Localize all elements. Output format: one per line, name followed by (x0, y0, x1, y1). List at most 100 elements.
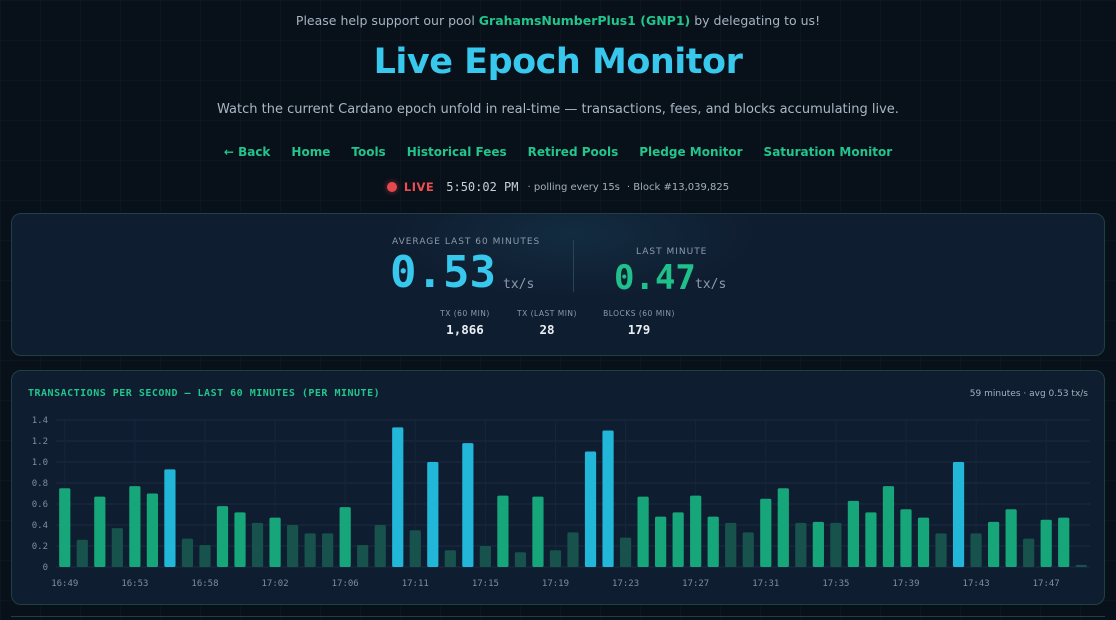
x-tick-label: 17:15 (472, 579, 499, 589)
tps-bar (339, 507, 351, 567)
tps-bar (199, 544, 211, 567)
x-tick-label: 17:27 (682, 579, 709, 589)
nav-pledge-monitor-link[interactable]: Pledge Monitor (639, 145, 743, 159)
tps-bar (357, 544, 369, 567)
y-tick-label: 0.4 (32, 521, 48, 531)
tps-bar (865, 512, 877, 567)
tps-bar (444, 550, 456, 567)
tps-bar (655, 516, 667, 567)
tps-bar (111, 528, 123, 567)
x-tick-label: 17:23 (612, 579, 639, 589)
tps-bar (216, 506, 229, 567)
chart-meta: 59 minutes · avg 0.53 tx/s (969, 389, 1088, 399)
tps-bar (777, 488, 789, 567)
tps-bar (602, 430, 614, 567)
nav-historical-fees-link[interactable]: Historical Fees (406, 145, 507, 159)
tps-bar (584, 451, 597, 567)
tps-bar-chart: 0 0.2 0.4 0.6 0.8 1.0 1.2 1.4 16:49 16:53 16:58 17:… (32, 416, 1090, 589)
tps-bar (637, 496, 649, 567)
support-banner: Please help support our pool GrahamsNumb… (0, 13, 1116, 28)
nav-retired-pools-link[interactable]: Retired Pools (527, 145, 619, 159)
tps-bar (567, 532, 579, 567)
tps-bar (1005, 509, 1017, 567)
tps-bar (497, 495, 509, 567)
blocks-60min-stat: BLOCKS (60 MIN) 179 (598, 309, 680, 337)
tps-bar (847, 500, 860, 567)
x-tick-label: 17:39 (892, 579, 919, 589)
tx-last-min-label: TX (LAST MIN) (517, 309, 577, 318)
page-title: Live Epoch Monitor (373, 42, 743, 82)
tps-bar (94, 496, 106, 567)
avg-label: AVERAGE LAST 60 MINUTES (392, 237, 541, 247)
nav-tools-link[interactable]: Tools (351, 145, 386, 159)
y-tick-label: 1.0 (32, 458, 48, 468)
tps-bar (795, 522, 807, 567)
x-tick-label: 17:47 (1033, 579, 1060, 589)
stats-divider (573, 240, 574, 292)
avg-tps-value: 0.53 (390, 247, 496, 298)
nav-saturation-monitor-link[interactable]: Saturation Monitor (763, 145, 893, 159)
tps-bar (988, 521, 1000, 567)
blocks-60min-value: 179 (627, 322, 651, 337)
support-prefix: Please help support our pool (295, 13, 479, 28)
x-tick-label: 17:06 (332, 579, 359, 589)
y-tick-label: 0 (43, 563, 48, 573)
y-tick-label: 1.4 (32, 416, 48, 426)
x-tick-label: 16:58 (191, 579, 218, 589)
tps-bar (690, 495, 702, 567)
tps-bar (882, 486, 895, 567)
tps-bar (234, 512, 246, 567)
tps-bar (549, 550, 562, 567)
page-subtitle: Watch the current Cardano epoch unfold i… (217, 102, 899, 117)
tps-bar (619, 537, 632, 567)
tps-bar (462, 443, 474, 567)
tps-bar (322, 533, 334, 567)
tps-bar (181, 538, 194, 567)
tps-chart-panel: TRANSACTIONS PER SECOND — LAST 60 MINUTE… (11, 370, 1105, 605)
pool-name[interactable]: GrahamsNumberPlus1 (GNP1) (478, 13, 691, 28)
tps-bar (1058, 517, 1070, 567)
tps-bar (952, 462, 965, 567)
avg-tps-unit: tx/s (503, 277, 535, 292)
x-tick-label: 16:49 (51, 579, 78, 589)
tps-bar (707, 516, 719, 567)
x-tick-label: 17:31 (752, 579, 779, 589)
nav-home-link[interactable]: Home (291, 145, 331, 159)
x-tick-label: 17:11 (402, 579, 429, 589)
tps-bar (742, 532, 754, 567)
tx-60min-label: TX (60 MIN) (440, 309, 490, 318)
tps-bar (76, 539, 88, 567)
tps-bar (427, 462, 439, 567)
current-block: · Block #13,039,825 (626, 181, 730, 193)
tx-60min-stat: TX (60 MIN) 1,866 (437, 309, 493, 337)
chart-title: TRANSACTIONS PER SECOND — LAST 60 MINUTE… (28, 388, 381, 399)
tps-bar (304, 533, 316, 567)
tx-last-min-value: 28 (539, 322, 555, 337)
x-tick-label: 17:43 (963, 579, 990, 589)
tps-bar (672, 512, 684, 567)
y-tick-label: 0.2 (32, 542, 48, 552)
tps-bar (514, 552, 527, 567)
tx-60min-value: 1,866 (446, 322, 484, 337)
tps-bar (917, 517, 930, 567)
last-minute-label: LAST MINUTE (636, 247, 708, 257)
live-dot-icon (386, 182, 397, 192)
tps-bar (725, 522, 737, 567)
nav-back-link[interactable]: ← Back (223, 145, 271, 159)
x-tick-label: 16:53 (121, 579, 148, 589)
last-minute-tps-value: 0.47 (614, 258, 696, 298)
tps-bar (1040, 519, 1052, 567)
tps-bar (479, 546, 491, 567)
tps-bar (251, 522, 264, 567)
tps-bar (129, 486, 141, 567)
x-tick-label: 17:02 (262, 579, 289, 589)
tps-bar (409, 530, 421, 567)
support-suffix: by delegating to us! (690, 13, 821, 28)
polling-interval: · polling every 15s (527, 181, 620, 193)
tps-bar (374, 525, 386, 567)
tps-bar (164, 469, 176, 567)
tps-bar (1023, 538, 1035, 567)
tps-bar (1075, 564, 1087, 567)
y-tick-label: 1.2 (32, 437, 48, 447)
x-tick-label: 17:19 (542, 579, 569, 589)
